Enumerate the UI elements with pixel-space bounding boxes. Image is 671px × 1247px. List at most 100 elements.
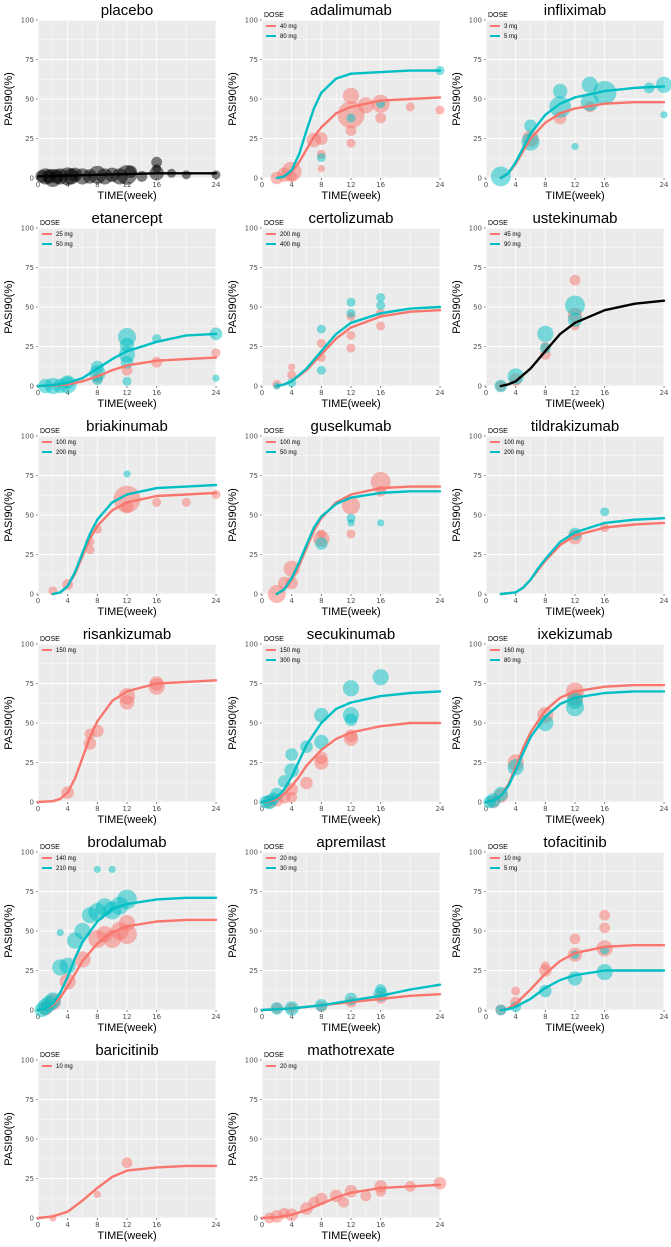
- y-tick-label: 25: [25, 343, 34, 351]
- fitted-curve: [499, 969, 666, 1012]
- data-point: [377, 519, 385, 527]
- data-point: [539, 342, 551, 354]
- x-tick-label: 16: [152, 597, 161, 605]
- chart-panel: ixekizumab 0 25 50 75 100 0 4 8 12 16 24 TIME(week) P…: [451, 626, 669, 826]
- x-tick-label: 12: [347, 1221, 356, 1229]
- data-point: [375, 112, 387, 124]
- data-point: [108, 865, 116, 873]
- x-tick-label: 0: [36, 1013, 40, 1021]
- chart-panel: etanercept0255075100048121624TIME(week)P…: [3, 210, 223, 410]
- y-tick-label: 75: [249, 680, 258, 688]
- data-point: [596, 963, 613, 981]
- y-tick-label: 100: [21, 433, 34, 441]
- y-tick-label: 50: [249, 1136, 258, 1144]
- y-tick-label: 100: [469, 225, 482, 233]
- legend-label: 80 mg: [280, 34, 297, 40]
- x-tick-label: 16: [376, 389, 385, 397]
- y-tick-label: 0: [254, 175, 258, 183]
- y-tick-label: 25: [473, 551, 482, 559]
- x-tick-label: 16: [376, 1013, 385, 1021]
- data-point: [347, 519, 355, 527]
- x-axis-label: TIME(week): [97, 606, 156, 618]
- y-tick-label: 50: [473, 928, 482, 936]
- x-tick-label: 24: [660, 181, 669, 189]
- data-point: [151, 156, 163, 168]
- x-tick-label: 12: [347, 597, 356, 605]
- x-tick-label: 8: [319, 1013, 323, 1021]
- y-axis-label: PASI90(%): [451, 904, 463, 958]
- x-tick-label: 0: [36, 1221, 40, 1229]
- x-tick-label: 24: [436, 1221, 445, 1229]
- y-tick-label: 75: [25, 264, 34, 272]
- x-tick-label: 12: [123, 181, 132, 189]
- chart-panel: guselkumab 0 25 50 75 100 0 4 8 12 16 24 TIME(week) P…: [227, 418, 445, 618]
- data-point: [537, 325, 554, 342]
- x-tick-label: 8: [95, 1221, 99, 1229]
- data-point: [285, 748, 298, 761]
- x-tick-label: 0: [260, 389, 264, 397]
- x-tick-label: 4: [289, 181, 294, 189]
- x-tick-label: 0: [36, 181, 40, 189]
- x-tick-label: 8: [95, 389, 99, 397]
- x-tick-label: 0: [260, 805, 264, 813]
- fitted-curve: [36, 172, 218, 178]
- legend: DOSE 20 mg 30 mg: [264, 844, 297, 872]
- y-tick-label: 100: [245, 1057, 258, 1065]
- y-tick-label: 0: [478, 591, 482, 599]
- y-tick-label: 25: [249, 1175, 258, 1183]
- x-tick-label: 8: [543, 181, 547, 189]
- x-tick-label: 12: [347, 805, 356, 813]
- data-point: [376, 293, 386, 303]
- x-axis-label: TIME(week): [97, 1230, 156, 1242]
- x-axis-label: TIME(week): [545, 1022, 604, 1034]
- y-tick-label: 25: [473, 759, 482, 767]
- x-tick-label: 0: [484, 1013, 488, 1021]
- fitted-curve: [484, 690, 666, 804]
- y-tick-label: 50: [473, 720, 482, 728]
- panel-title: briakinumab: [86, 418, 168, 435]
- data-point: [345, 125, 357, 136]
- y-tick-label: 100: [245, 17, 258, 25]
- legend-title: DOSE: [40, 636, 60, 643]
- fitted-curve: [260, 690, 442, 804]
- legend-title: DOSE: [488, 428, 508, 435]
- y-tick-label: 75: [25, 472, 34, 480]
- y-tick-label: 50: [249, 96, 258, 104]
- x-tick-label: 24: [660, 389, 669, 397]
- x-tick-label: 8: [95, 805, 99, 813]
- x-tick-label: 4: [513, 181, 518, 189]
- y-tick-label: 50: [249, 512, 258, 520]
- y-tick-label: 25: [25, 135, 34, 143]
- x-tick-label: 4: [513, 597, 518, 605]
- y-axis-label: PASI90(%): [451, 488, 463, 542]
- x-tick-label: 16: [152, 1221, 161, 1229]
- legend: DOSE 140 mg 210 mg: [40, 844, 76, 872]
- y-tick-label: 100: [21, 225, 34, 233]
- y-tick-label: 100: [21, 17, 34, 25]
- y-tick-label: 25: [25, 1175, 34, 1183]
- legend-label: 100 mg: [504, 440, 524, 446]
- legend: DOSE 10 mg: [40, 1052, 73, 1070]
- x-tick-label: 12: [571, 597, 580, 605]
- data-point: [317, 164, 325, 173]
- x-tick-label: 16: [600, 1013, 609, 1021]
- x-axis-label: TIME(week): [97, 814, 156, 826]
- x-tick-label: 16: [152, 181, 161, 189]
- x-tick-label: 0: [260, 181, 264, 189]
- x-axis-label: TIME(week): [321, 190, 380, 202]
- data-point: [152, 497, 162, 507]
- y-tick-label: 100: [469, 641, 482, 649]
- panel-title: secukinumab: [307, 626, 395, 643]
- x-tick-label: 24: [436, 181, 445, 189]
- x-tick-label: 12: [123, 1221, 132, 1229]
- legend: DOSE 40 mg 80 mg: [264, 12, 297, 40]
- data-point: [315, 537, 328, 550]
- x-tick-label: 12: [571, 805, 580, 813]
- y-tick-label: 75: [25, 56, 34, 64]
- x-tick-label: 16: [600, 389, 609, 397]
- fitted-curve: [275, 490, 442, 596]
- fitted-curve: [499, 85, 666, 180]
- x-tick-label: 16: [600, 805, 609, 813]
- y-tick-label: 0: [254, 591, 258, 599]
- legend-title: DOSE: [40, 1052, 60, 1059]
